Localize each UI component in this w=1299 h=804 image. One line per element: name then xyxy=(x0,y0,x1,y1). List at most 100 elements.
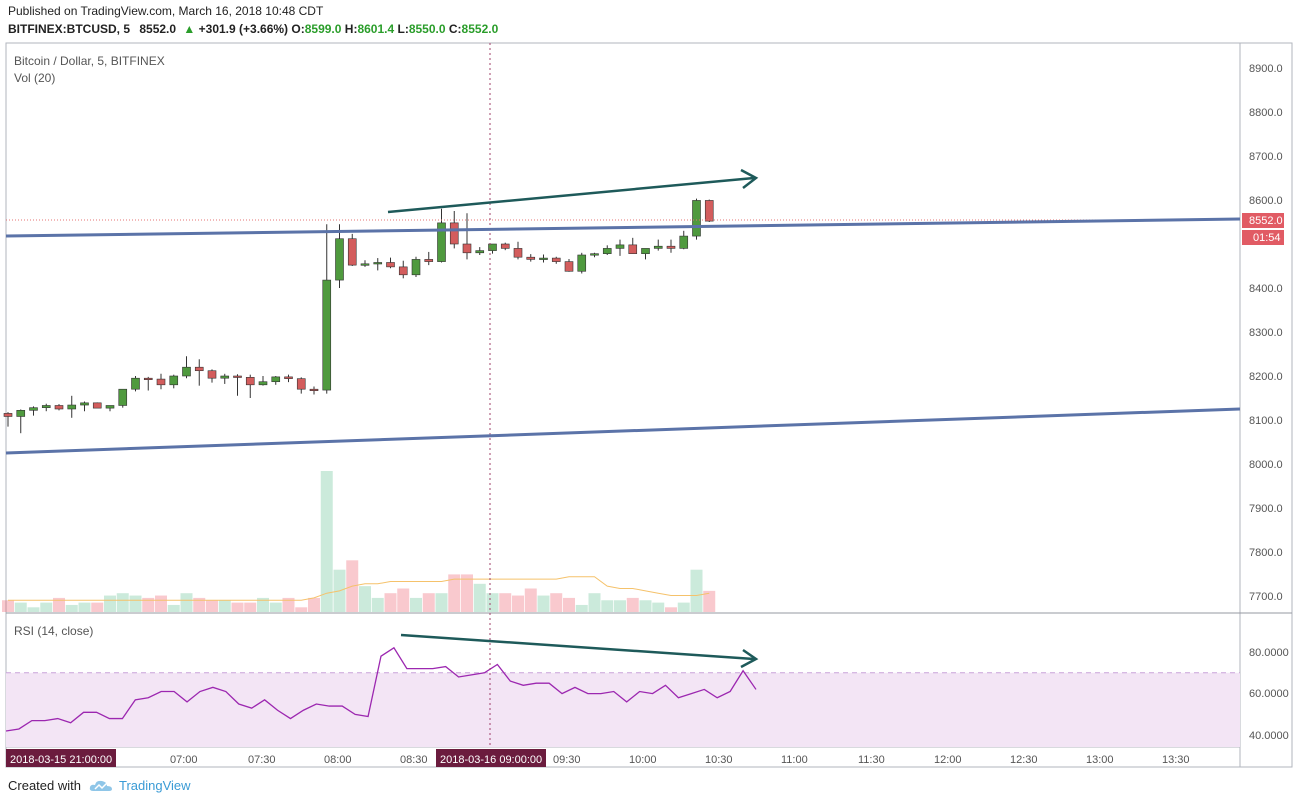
symbol-label: BITFINEX:BTCUSD, 5 xyxy=(8,22,131,36)
time-tick: 08:30 xyxy=(400,754,428,766)
volume-bar xyxy=(142,597,155,612)
candle-body xyxy=(118,388,128,406)
tradingview-brand-link[interactable]: TradingView xyxy=(118,778,191,793)
candle-body xyxy=(220,375,230,379)
change-value: +301.9 (+3.66%) xyxy=(198,22,289,36)
candle-body xyxy=(449,222,459,245)
volume-bar xyxy=(308,597,320,612)
candle-body xyxy=(398,266,408,276)
high-value: 8601.4 xyxy=(357,22,395,36)
volume-bar xyxy=(461,574,473,612)
candle-body xyxy=(309,388,319,392)
candle-body xyxy=(590,253,599,256)
rsi-tick: 60.0000 xyxy=(1249,688,1289,700)
footer: Created with TradingView xyxy=(8,778,191,793)
volume-bar xyxy=(129,595,142,612)
candle-body xyxy=(386,262,395,268)
rsi-band xyxy=(6,672,1240,747)
created-with-label: Created with xyxy=(8,778,81,793)
time-tick: 12:00 xyxy=(934,754,962,766)
candle-body xyxy=(373,262,383,265)
close-label: C: xyxy=(448,22,462,36)
volume-bar xyxy=(104,595,116,612)
low-value: 8550.0 xyxy=(408,22,446,36)
upper-trendline[interactable] xyxy=(5,217,1241,238)
rsi-legend: RSI (14, close) xyxy=(14,624,93,638)
candle-body xyxy=(143,377,153,381)
volume-legend: Vol (20) xyxy=(14,71,55,85)
rsi-lower-high-arrow[interactable] xyxy=(400,633,759,669)
price-tick: 8100.0 xyxy=(1249,415,1283,427)
volume-bar xyxy=(167,604,180,612)
price-tick: 7900.0 xyxy=(1249,503,1283,515)
time-tick: 11:30 xyxy=(858,754,885,766)
candle-body xyxy=(577,254,587,272)
high-label: H: xyxy=(344,22,358,36)
up-arrow-icon: ▲ xyxy=(183,22,196,36)
rsi-line xyxy=(5,646,757,732)
volume-bar xyxy=(155,595,167,612)
candle-body xyxy=(602,248,612,254)
time-tick: 07:00 xyxy=(170,754,198,766)
candle-body xyxy=(551,257,561,262)
volume-bar xyxy=(665,607,677,612)
volume-bar xyxy=(180,593,193,612)
volume-bar xyxy=(91,602,104,612)
time-tick: 09:30 xyxy=(553,754,581,766)
candle-body xyxy=(194,366,204,372)
volume-bar xyxy=(652,602,665,612)
volume-bar xyxy=(601,600,614,612)
countdown-badge-text: 01:54 xyxy=(1253,232,1281,244)
price-tick: 8900.0 xyxy=(1249,63,1283,75)
candle-body xyxy=(462,243,472,254)
candle-body xyxy=(322,279,332,391)
candle-body xyxy=(169,375,179,386)
candle-body xyxy=(245,377,255,386)
volume-bar xyxy=(486,593,499,612)
candle-body xyxy=(29,407,38,411)
candle-body xyxy=(105,405,115,409)
candle-body xyxy=(347,238,357,266)
time-tick: 07:30 xyxy=(248,754,276,766)
volume-bar xyxy=(435,593,448,612)
volume-bar xyxy=(282,597,295,612)
volume-bar xyxy=(231,602,244,612)
candle-body xyxy=(54,405,64,410)
volume-bar xyxy=(588,593,601,612)
candle-body xyxy=(156,378,166,386)
candle-body xyxy=(679,235,689,249)
volume-bar xyxy=(563,597,575,612)
candle-body xyxy=(207,370,217,379)
volume-bar xyxy=(690,569,703,612)
volume-bar xyxy=(193,597,206,612)
volume-bar xyxy=(677,602,690,612)
candle-body xyxy=(182,366,191,377)
candle-body xyxy=(692,200,701,237)
volume-bar xyxy=(244,602,257,612)
candle-body xyxy=(67,404,77,410)
close-value: 8552.0 xyxy=(461,22,499,36)
time-tick: 08:00 xyxy=(324,754,352,766)
volume-bar xyxy=(550,593,563,612)
volume-bar xyxy=(422,593,435,612)
volume-bar xyxy=(626,597,639,612)
candle-body xyxy=(641,248,650,254)
volume-ma-line xyxy=(8,576,710,601)
volume-bar xyxy=(639,600,652,612)
candle-body xyxy=(704,200,714,222)
lower-trendline[interactable] xyxy=(5,407,1241,455)
last-price-badge-text: 8552.0 xyxy=(1249,215,1283,227)
price-tick: 8200.0 xyxy=(1249,371,1283,383)
volume-bar xyxy=(448,574,461,612)
chart-frame xyxy=(5,42,1293,768)
start-date-badge xyxy=(6,749,116,767)
price-tick: 8400.0 xyxy=(1249,283,1283,295)
price-higher-high-arrow[interactable] xyxy=(387,168,759,214)
time-tick: 10:30 xyxy=(705,754,733,766)
volume-bar xyxy=(397,588,410,612)
tradingview-cloud-icon xyxy=(89,780,112,791)
open-value: 8599.0 xyxy=(304,22,342,36)
volume-bar xyxy=(575,604,588,612)
volume-bar xyxy=(524,588,537,612)
